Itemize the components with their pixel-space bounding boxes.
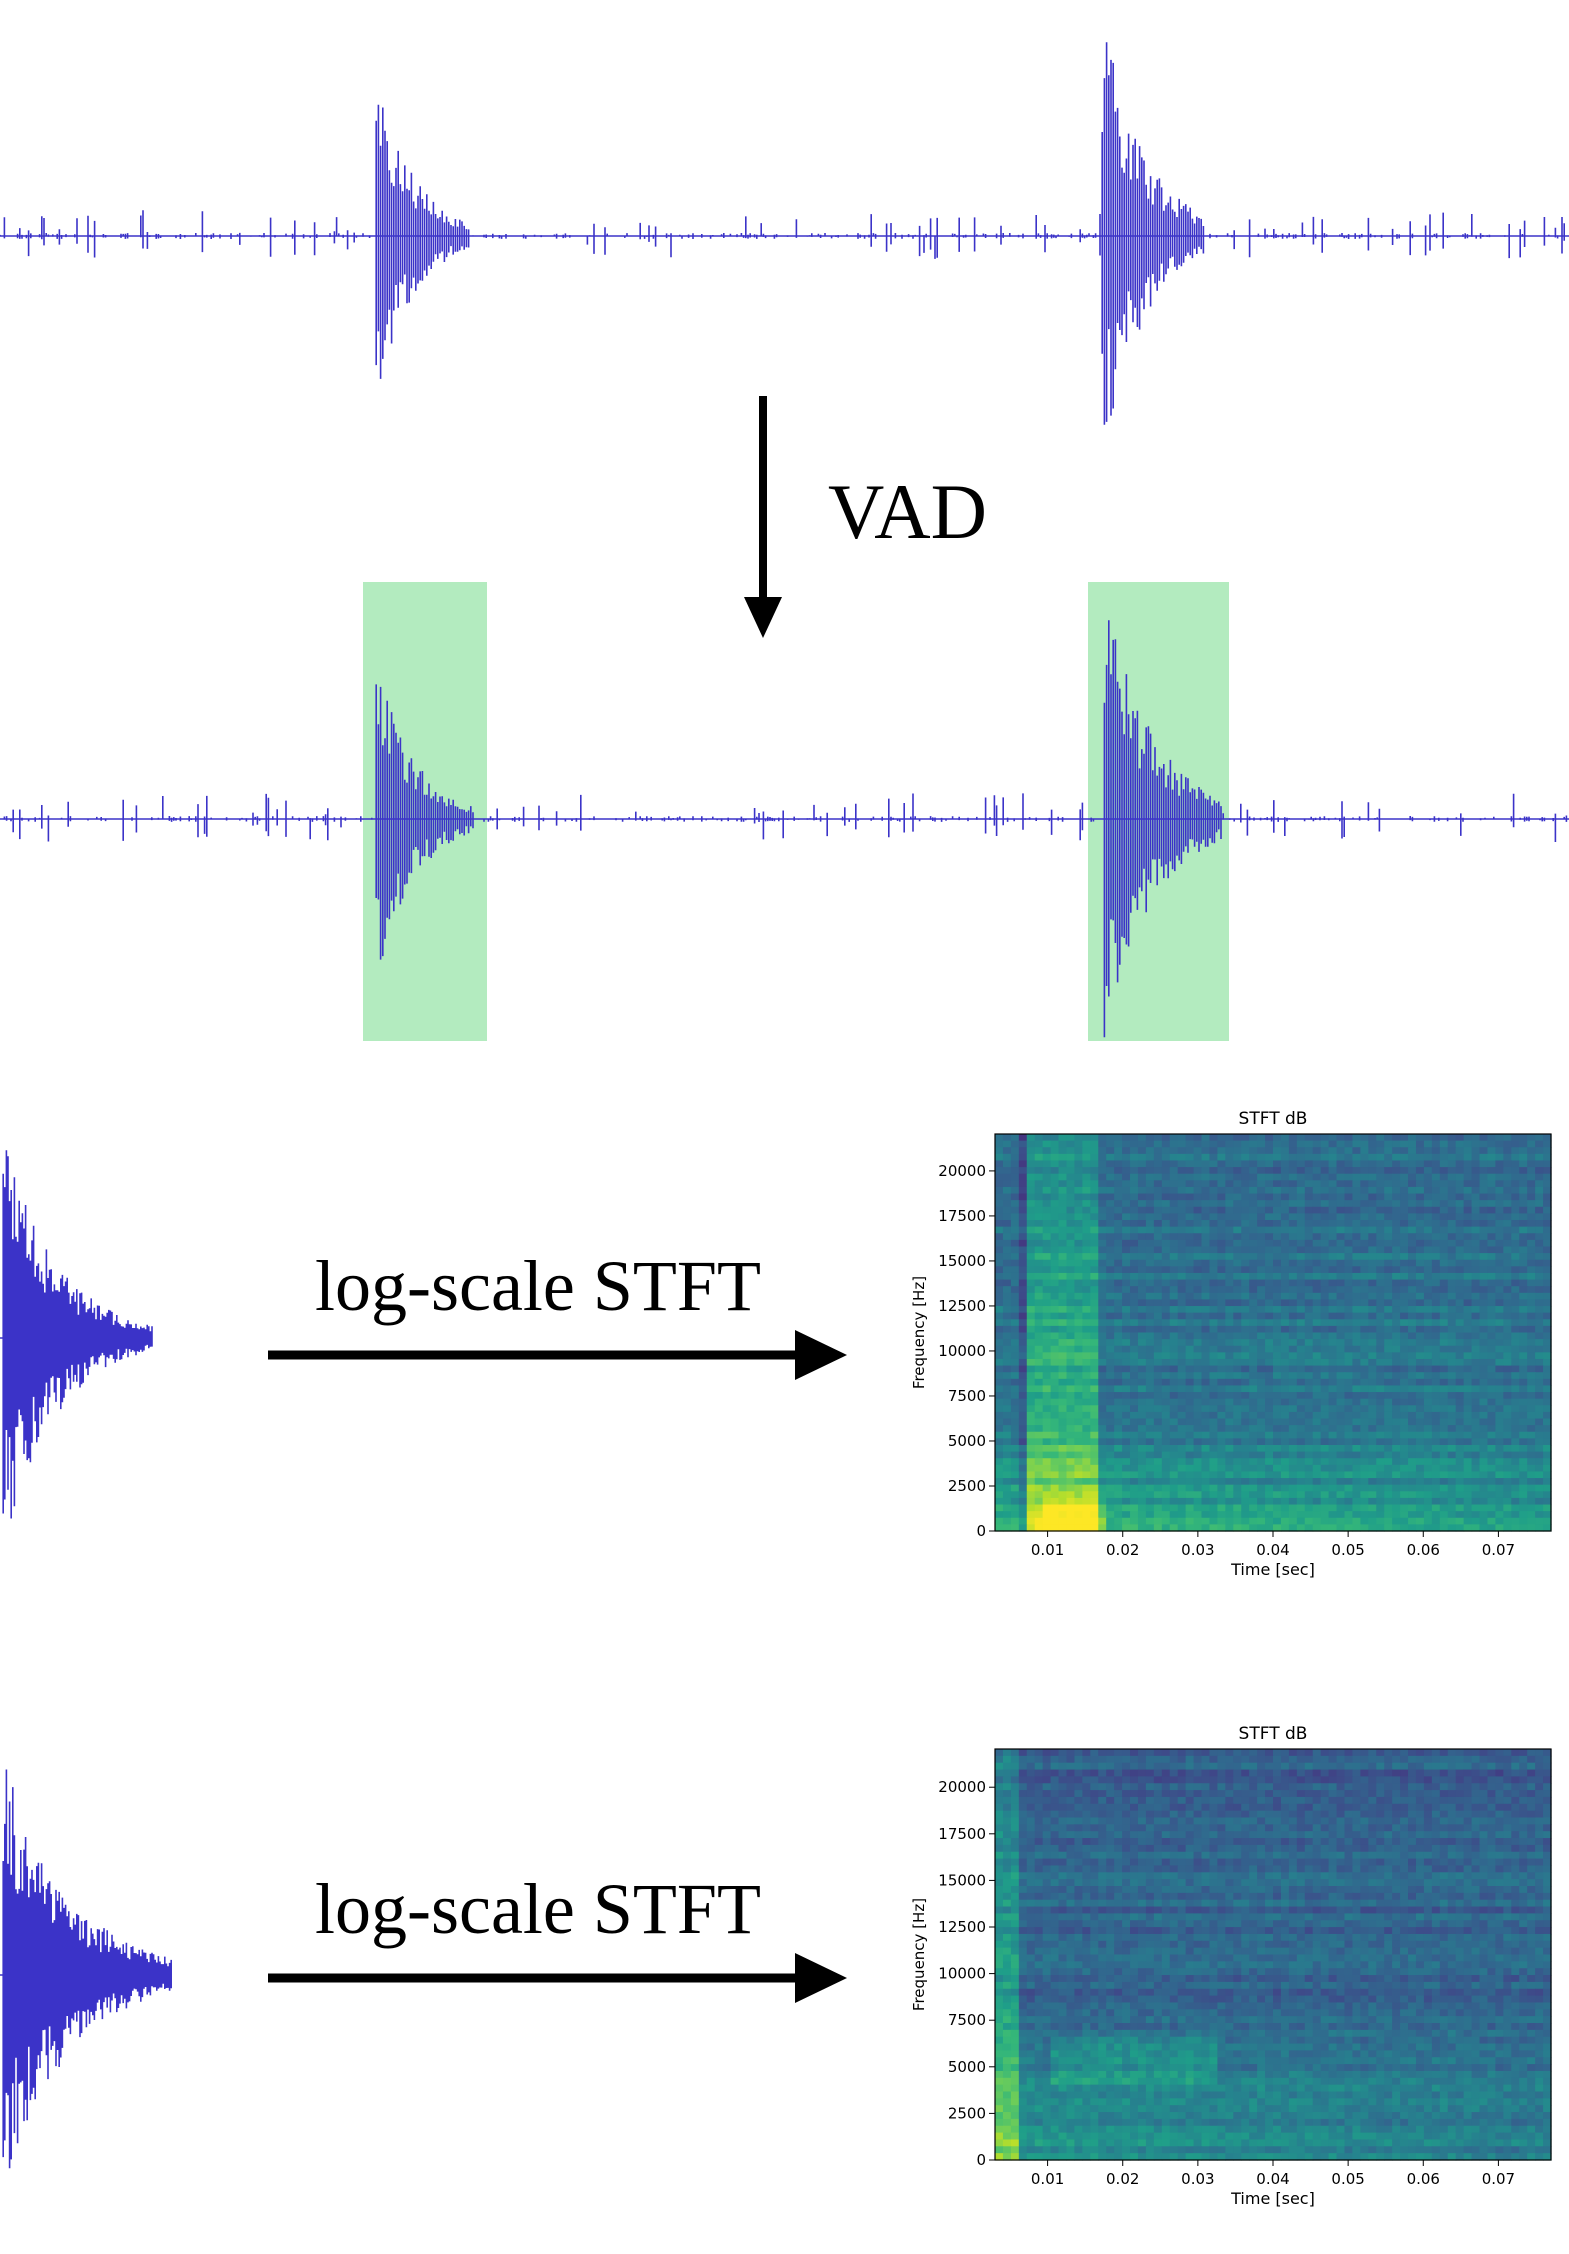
spectrogram-heatmap (995, 1134, 1552, 1532)
segment-2-trace (2, 1769, 172, 2169)
y-tick-label: 17500 (938, 1207, 986, 1225)
y-tick-label: 2500 (948, 1477, 986, 1495)
y-tick-label: 10000 (938, 1965, 986, 1983)
x-tick-label: 0.01 (1031, 1541, 1064, 1559)
y-tick-label: 17500 (938, 1825, 986, 1843)
y-tick-label: 15000 (938, 1252, 986, 1270)
y-tick-label: 20000 (938, 1162, 986, 1180)
raw-waveform-trace (0, 42, 1565, 425)
x-tick-label: 0.02 (1106, 1541, 1139, 1559)
y-tick-label: 12500 (938, 1297, 986, 1315)
x-tick-label: 0.03 (1181, 1541, 1214, 1559)
vad-label: VAD (828, 468, 987, 555)
x-axis-label: Time [sec] (1230, 2189, 1315, 2208)
y-tick-label: 5000 (948, 1432, 986, 1450)
stft-arrow-2 (268, 1953, 847, 2003)
stft-row-1: log-scale STFT STFT dB 0.01 0.02 0.03 0.04 0.… (0, 1109, 1552, 1579)
spectrogram-chart-1: STFT dB 0.01 0.02 0.03 0.04 0.05 0.06 0.07 0 2500… (910, 1109, 1552, 1579)
spectrogram-chart-2: STFT dB 0.01 0.02 0.03 0.04 0.05 0.06 0.07 0 2500… (910, 1724, 1552, 2208)
segmented-waveform-trace (3, 620, 1568, 1038)
x-tick-label: 0.07 (1482, 1541, 1515, 1559)
spectrogram-heatmap (995, 1749, 1552, 2161)
x-tick-label: 0.04 (1256, 2170, 1289, 2188)
waveform-samples (0, 42, 1565, 425)
stft-label-1: log-scale STFT (315, 1246, 761, 1326)
stft-row-2: log-scale STFT STFT dB 0.01 0.02 0.03 0.04 0.… (0, 1724, 1552, 2208)
y-tick-label: 5000 (948, 2058, 986, 2076)
x-tick-label: 0.03 (1181, 2170, 1214, 2188)
y-tick-label: 15000 (938, 1871, 986, 1889)
y-tick-label: 20000 (938, 1778, 986, 1796)
waveform-samples (2, 1150, 153, 1519)
waveform-samples (2, 1769, 172, 2169)
x-tick-label: 0.01 (1031, 2170, 1064, 2188)
y-axis-label: Frequency [Hz] (910, 1276, 928, 1389)
x-tick-label: 0.05 (1331, 2170, 1364, 2188)
waveform-samples (3, 620, 1568, 1038)
segment-waveform-2 (0, 1769, 172, 2169)
x-tick-label: 0.06 (1407, 2170, 1440, 2188)
segment-waveform-1 (0, 1150, 153, 1519)
vad-arrow-head (744, 597, 782, 638)
y-tick-label: 0 (976, 1522, 986, 1540)
x-tick-label: 0.07 (1482, 2170, 1515, 2188)
raw-waveform (0, 42, 1569, 425)
stft-arrow-2-head (795, 1953, 847, 2003)
x-tick-label: 0.05 (1331, 1541, 1364, 1559)
x-tick-label: 0.02 (1106, 2170, 1139, 2188)
y-tick-label: 0 (976, 2151, 986, 2169)
y-tick-label: 12500 (938, 1918, 986, 1936)
y-tick-label: 2500 (948, 2104, 986, 2122)
x-tick-label: 0.06 (1407, 1541, 1440, 1559)
segmented-waveform (0, 582, 1569, 1041)
chart-title: STFT dB (1239, 1724, 1308, 1744)
x-tick-label: 0.04 (1256, 1541, 1289, 1559)
y-tick-label: 7500 (948, 2011, 986, 2029)
stft-arrow-1 (268, 1330, 847, 1380)
y-tick-label: 10000 (938, 1342, 986, 1360)
stft-arrow-1-head (795, 1330, 847, 1380)
y-axis-label: Frequency [Hz] (910, 1898, 928, 2011)
y-tick-label: 7500 (948, 1387, 986, 1405)
x-axis-label: Time [sec] (1230, 1560, 1315, 1579)
chart-title: STFT dB (1239, 1109, 1308, 1129)
stft-label-2: log-scale STFT (315, 1869, 761, 1949)
segment-1-trace (2, 1150, 153, 1519)
vad-arrow: VAD (744, 396, 987, 638)
